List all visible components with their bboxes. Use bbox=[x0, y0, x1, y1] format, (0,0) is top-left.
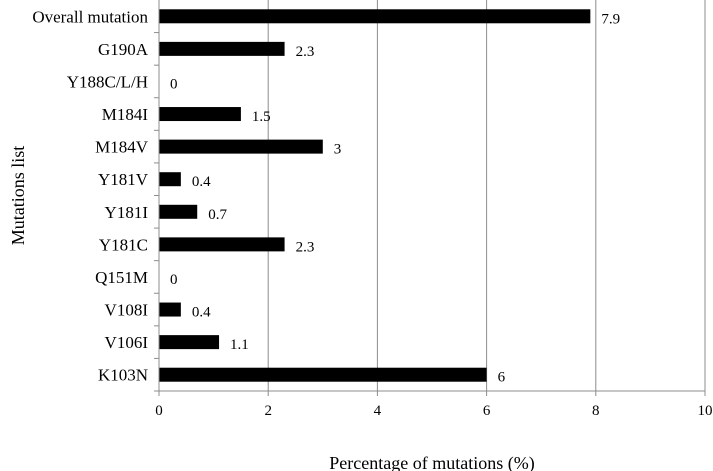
category-label: V108I bbox=[105, 301, 149, 320]
category-label: Y181I bbox=[105, 203, 149, 222]
category-label: Y188C/L/H bbox=[67, 72, 148, 91]
axes bbox=[158, 0, 705, 392]
data-label: 7.9 bbox=[601, 11, 620, 27]
data-label: 6 bbox=[498, 370, 506, 386]
y-axis-title: Mutations list bbox=[8, 146, 28, 246]
data-label: 0 bbox=[170, 272, 178, 288]
data-label: 0.4 bbox=[192, 305, 211, 321]
category-label: G190A bbox=[98, 40, 149, 59]
data-label: 2.3 bbox=[296, 239, 315, 255]
data-label: 0.7 bbox=[208, 207, 227, 223]
x-tick-label: 6 bbox=[483, 403, 491, 419]
category-label: Y181C bbox=[99, 235, 148, 254]
bar bbox=[159, 139, 323, 154]
data-label: 2.3 bbox=[296, 44, 315, 60]
x-axis-title: Percentage of mutations (%) bbox=[329, 453, 534, 471]
category-label: V106I bbox=[105, 333, 149, 352]
x-tick-label: 8 bbox=[592, 403, 600, 419]
bar bbox=[159, 367, 487, 382]
x-tick-label: 4 bbox=[374, 403, 382, 419]
grid-lines bbox=[154, 0, 706, 396]
bars bbox=[159, 9, 591, 382]
bar bbox=[159, 41, 285, 56]
bar bbox=[159, 107, 241, 122]
bar bbox=[159, 302, 181, 317]
x-tick-label: 0 bbox=[155, 403, 163, 419]
x-tick-label: 2 bbox=[264, 403, 272, 419]
bar bbox=[159, 335, 220, 350]
category-label: Q151M bbox=[95, 268, 148, 287]
bar bbox=[159, 237, 285, 252]
category-label: Y181V bbox=[98, 170, 149, 189]
category-label: Overall mutation bbox=[32, 7, 148, 26]
data-label: 1.5 bbox=[252, 109, 271, 125]
bar bbox=[159, 172, 181, 187]
data-label: 0 bbox=[170, 76, 178, 92]
data-label: 3 bbox=[334, 142, 342, 158]
bar bbox=[159, 204, 198, 219]
data-label: 1.1 bbox=[230, 337, 249, 353]
category-label: M184V bbox=[95, 138, 149, 157]
category-label: K103N bbox=[98, 366, 148, 385]
labels: 0 2 4 6 8 10 Overall mutation 7.9 G190A 2.3 Y188C/… bbox=[32, 7, 712, 419]
bar bbox=[159, 9, 591, 24]
data-label: 0.4 bbox=[192, 174, 211, 190]
category-label: M184I bbox=[102, 105, 149, 124]
x-tick-label: 10 bbox=[698, 403, 713, 419]
